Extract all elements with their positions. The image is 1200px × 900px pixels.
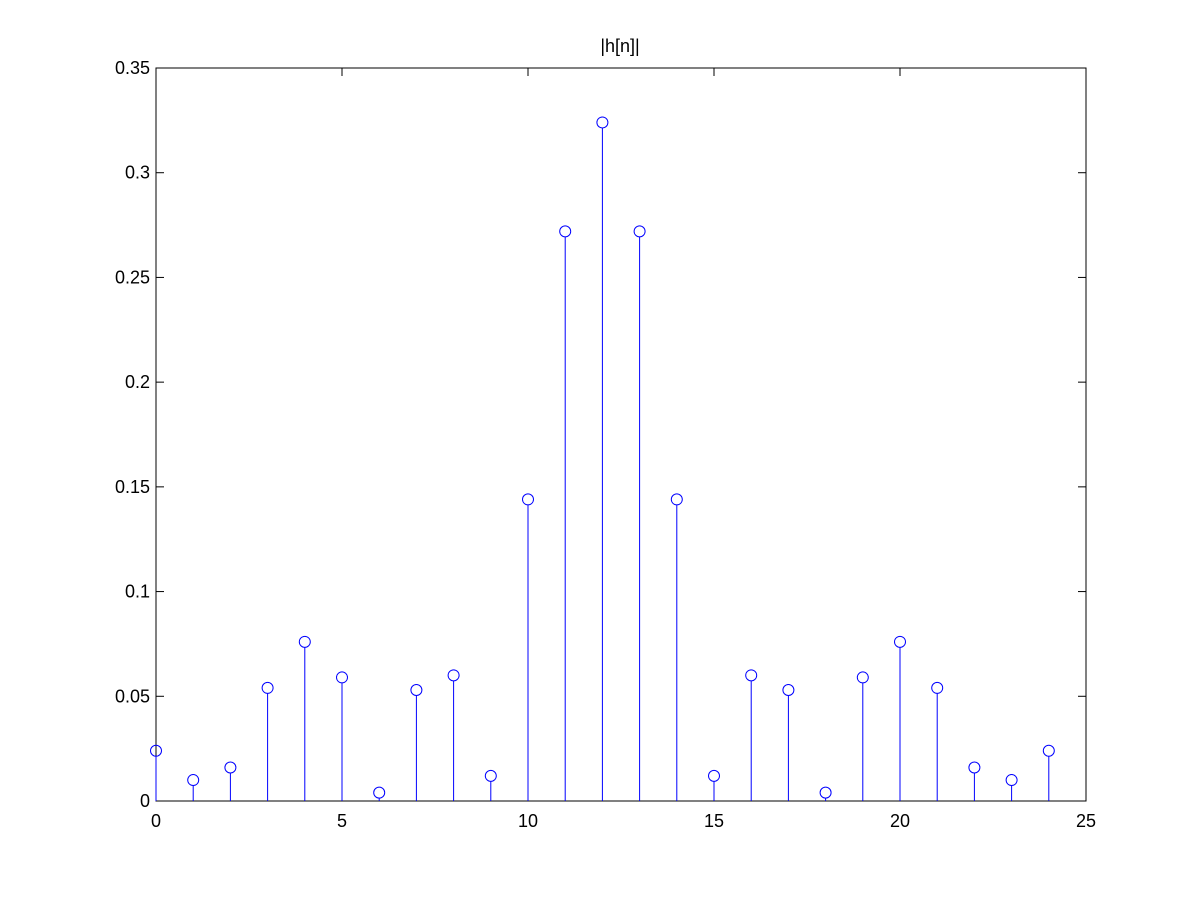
stem-marker	[708, 769, 720, 782]
plot-area: 0 5 10 15 20 25 0 0.05 0.1 0.15 0.2 0.25 0.3 0.35	[115, 58, 1096, 831]
y-tick-label: 0.15	[115, 477, 150, 497]
stem-marker	[670, 493, 683, 506]
stem-marker	[931, 681, 944, 694]
stem-marker	[894, 635, 906, 648]
stem-marker	[336, 671, 348, 684]
chart-title: |h[n]|	[600, 36, 639, 56]
stem-marker	[261, 681, 274, 694]
x-tick-label: 15	[704, 811, 724, 831]
stem-marker	[410, 684, 423, 697]
x-tick-label: 10	[518, 811, 538, 831]
stem-marker	[596, 116, 609, 129]
stem-marker	[187, 774, 200, 787]
y-tick-label: 0.3	[125, 163, 150, 183]
x-tick-label: 25	[1076, 811, 1096, 831]
stem-marker	[856, 671, 869, 684]
y-tick-label: 0.2	[125, 372, 150, 392]
stem-marker	[1042, 744, 1055, 757]
stem-marker	[968, 761, 981, 774]
stem-marker	[373, 786, 386, 799]
stem-marker	[522, 493, 534, 506]
y-tick-label: 0.05	[115, 686, 150, 706]
y-tick-label: 0.25	[115, 267, 150, 287]
y-tick-label: 0	[140, 791, 150, 811]
x-tick-label: 0	[151, 811, 161, 831]
stem-marker	[559, 225, 572, 238]
stem-marker	[819, 786, 832, 799]
x-tick-label: 20	[890, 811, 910, 831]
stem-marker	[782, 684, 795, 697]
stem-marker	[224, 761, 237, 774]
stem-marker	[447, 669, 460, 682]
x-tick-label: 5	[337, 811, 347, 831]
stem-marker	[633, 225, 646, 238]
y-tick-label: 0.1	[125, 582, 150, 602]
stem-marker	[484, 769, 497, 782]
stem-marker	[150, 744, 162, 757]
stem-marker	[745, 669, 758, 682]
y-tick-label: 0.35	[115, 58, 150, 78]
axes-frame	[155, 67, 1087, 802]
stem-marker	[298, 635, 311, 648]
stem-marker	[1005, 774, 1018, 787]
